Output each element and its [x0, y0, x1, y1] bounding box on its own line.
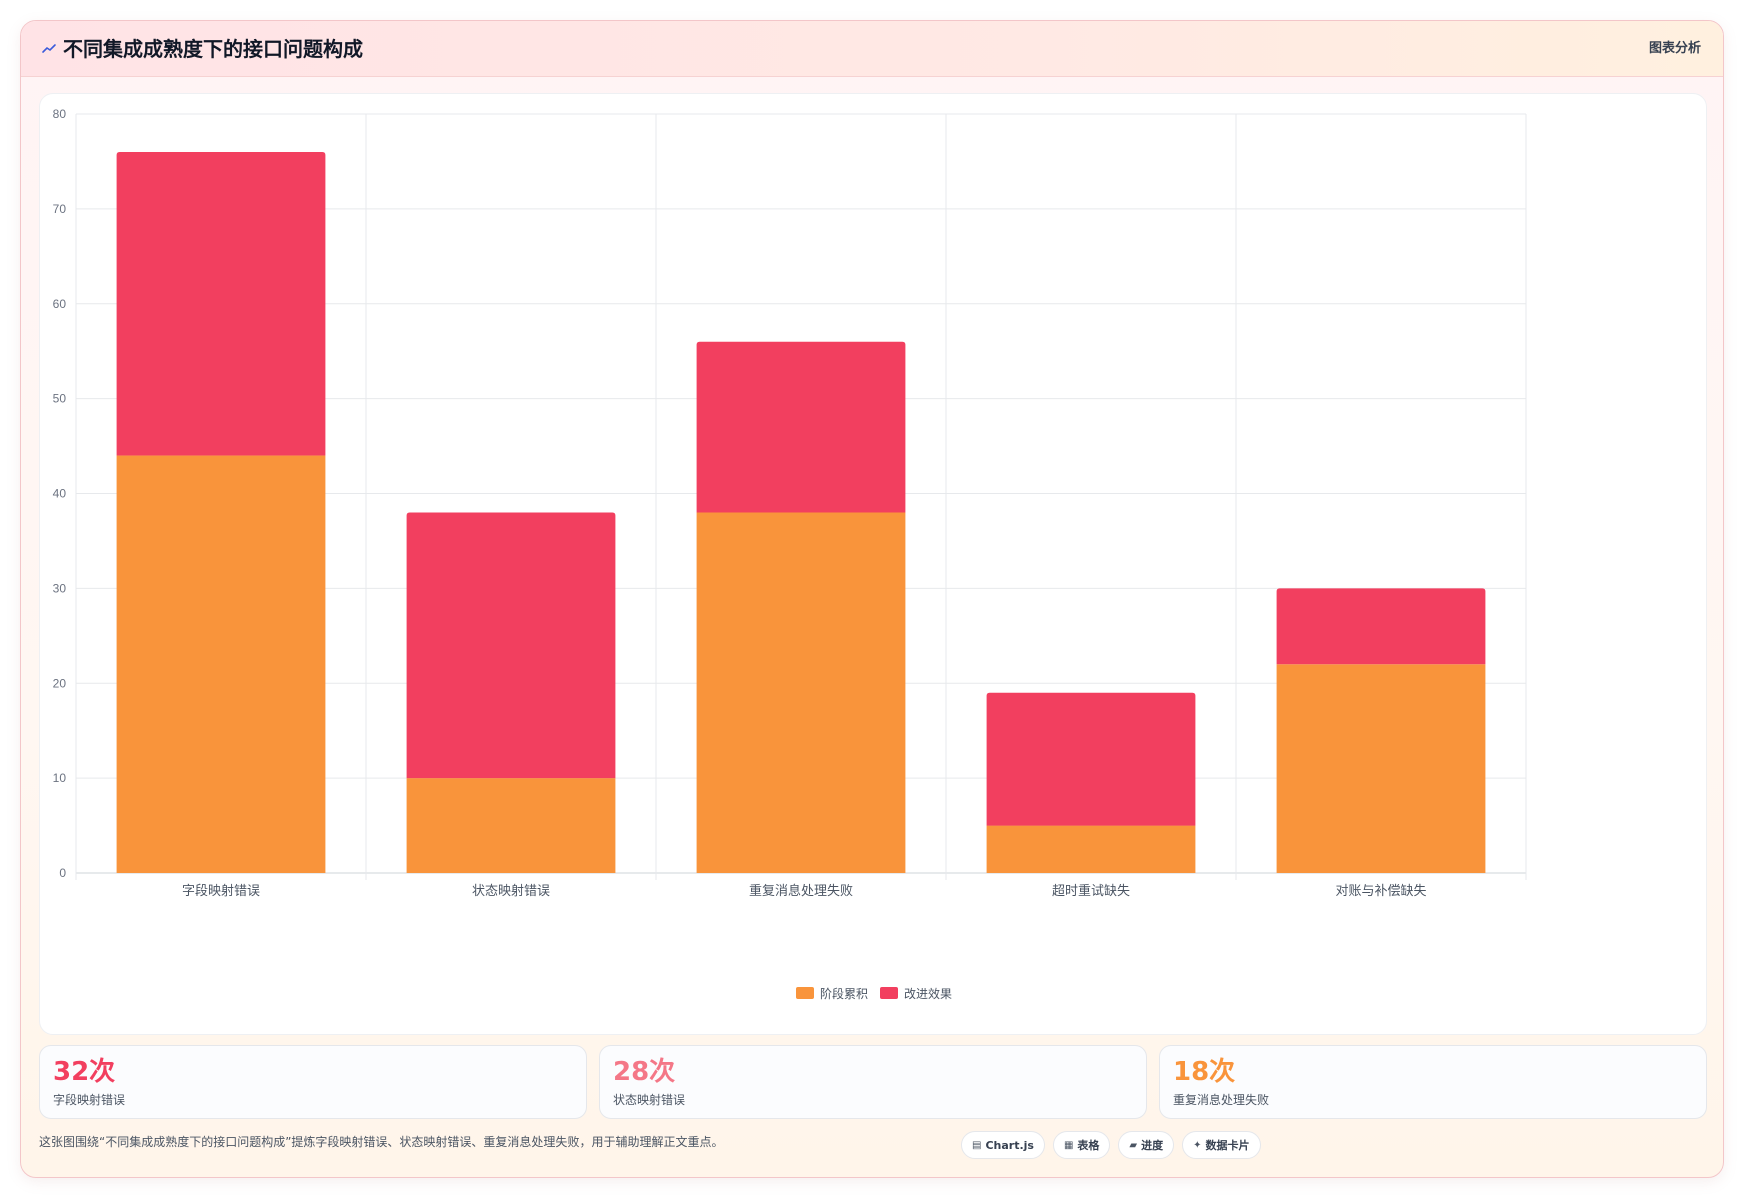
- analysis-link[interactable]: 图表分析: [1648, 41, 1701, 56]
- x-tick-label: 对账与补偿缺失: [1335, 883, 1426, 898]
- legend-item-series-0[interactable]: 阶段累积: [795, 985, 868, 1002]
- bar-stage: [116, 455, 326, 873]
- sparkle-icon: ✦: [1193, 1139, 1202, 1151]
- progress-icon: ▰: [1129, 1139, 1138, 1151]
- chip-chartjs[interactable]: ▤ Chart.js: [961, 1131, 1045, 1159]
- chip-label: Chart.js: [985, 1138, 1034, 1152]
- legend-label: 阶段累积: [819, 986, 868, 1001]
- y-tick-label: 60: [53, 297, 67, 311]
- stat-card: 32次 字段映射错误: [39, 1045, 587, 1119]
- bar-stage: [406, 778, 616, 873]
- bar-stage: [1276, 664, 1486, 873]
- stat-label: 重复消息处理失败: [1173, 1093, 1270, 1107]
- card-header: 不同集成成熟度下的接口问题构成 图表分析: [21, 21, 1723, 77]
- legend-item-series-1[interactable]: 改进效果: [880, 985, 952, 1002]
- chart-caption: 这张图围绕“不同集成成熟度下的接口问题构成”提炼字段映射错误、状态映射错误、重复…: [39, 1135, 724, 1149]
- stacked-bar-chart: 0 10 20 30 40 50 60 70 80 字段映射错误 状态映射错误 重复消息处理失败 超时重…: [53, 107, 1527, 898]
- legend-swatch: [795, 987, 814, 999]
- chart-legend: 阶段累积 改进效果: [40, 982, 1708, 1004]
- x-tick-label: 状态映射错误: [472, 883, 550, 898]
- y-tick-label: 10: [53, 771, 67, 785]
- stat-value: 28次: [613, 1057, 676, 1087]
- bar-improvement: [406, 512, 616, 779]
- x-tick-label: 字段映射错误: [182, 883, 260, 898]
- legend-label: 改进效果: [904, 986, 953, 1001]
- y-tick-label: 30: [53, 581, 67, 595]
- chart-icon: ▤: [972, 1139, 982, 1151]
- chip-progress[interactable]: ▰ 进度: [1118, 1131, 1175, 1159]
- tool-chips: ▤ Chart.js ▦ 表格 ▰ 进度 ✦ 数据卡片: [961, 1131, 1261, 1159]
- stat-value: 18次: [1173, 1057, 1236, 1087]
- stat-value: 32次: [53, 1057, 116, 1087]
- stat-label: 字段映射错误: [53, 1093, 126, 1107]
- x-tick-label: 超时重试缺失: [1052, 883, 1130, 898]
- chip-label: 表格: [1077, 1139, 1100, 1152]
- stat-card: 18次 重复消息处理失败: [1159, 1045, 1707, 1119]
- stat-card: 28次 状态映射错误: [599, 1045, 1147, 1119]
- y-tick-label: 40: [53, 487, 67, 501]
- trend-icon: [41, 41, 57, 57]
- y-tick-label: 20: [53, 676, 67, 690]
- chart-card: 不同集成成熟度下的接口问题构成 图表分析 0 10 20 30 40 50 60 70 80 字段…: [20, 20, 1724, 1178]
- chip-table[interactable]: ▦ 表格: [1052, 1131, 1111, 1159]
- bar-improvement: [986, 692, 1196, 826]
- bar-improvement: [1276, 588, 1486, 665]
- y-tick-label: 70: [53, 202, 67, 216]
- chip-label: 进度: [1141, 1139, 1164, 1152]
- stat-cards: 32次 字段映射错误 28次 状态映射错误 18次 重复消息处理失败: [39, 1045, 1707, 1119]
- bar-improvement: [696, 341, 906, 513]
- y-tick-label: 50: [53, 392, 67, 406]
- chip-label: 数据卡片: [1205, 1139, 1250, 1152]
- table-icon: ▦: [1063, 1139, 1074, 1151]
- stat-label: 状态映射错误: [613, 1093, 686, 1107]
- page-title: 不同集成成熟度下的接口问题构成: [63, 37, 363, 61]
- x-tick-label: 重复消息处理失败: [749, 883, 853, 898]
- bar-stage: [696, 512, 906, 873]
- bar-improvement: [116, 151, 326, 456]
- y-tick-label: 0: [59, 866, 66, 880]
- chip-data-card[interactable]: ✦ 数据卡片: [1182, 1131, 1261, 1159]
- chart-panel: 0 10 20 30 40 50 60 70 80 字段映射错误 状态映射错误 重复消息处理失败 超时重…: [39, 93, 1707, 1035]
- y-tick-label: 80: [53, 107, 67, 121]
- legend-swatch: [880, 987, 898, 999]
- bar-stage: [986, 825, 1196, 873]
